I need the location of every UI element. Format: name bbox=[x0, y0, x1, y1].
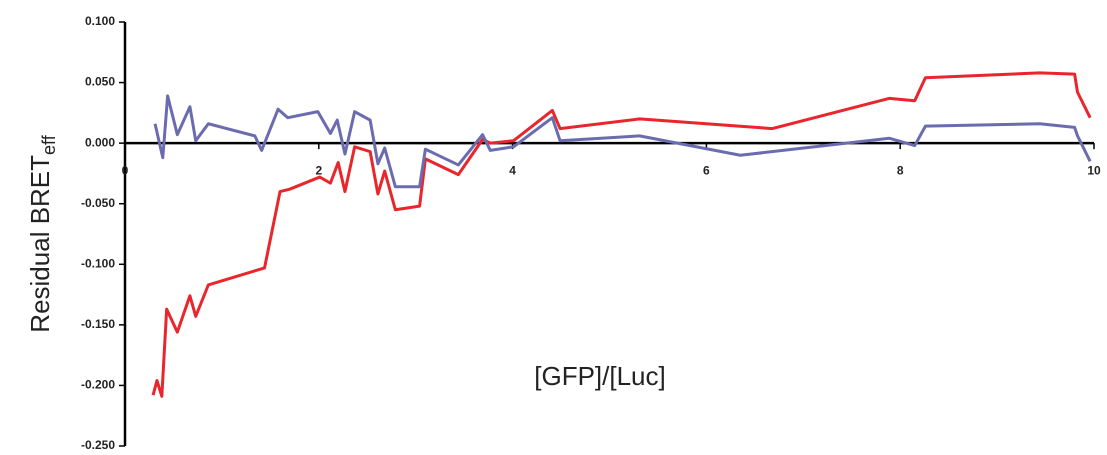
data-line bbox=[151, 71, 1092, 398]
y-tick-label: 0.050 bbox=[85, 75, 115, 89]
y-tick-label: -0.150 bbox=[81, 317, 115, 331]
y-tick-label: 0.100 bbox=[85, 14, 115, 28]
y-tick-label: -0.050 bbox=[81, 196, 115, 210]
y-tick-label: 0.000 bbox=[85, 135, 115, 149]
x-tick-label: 10 bbox=[1087, 163, 1101, 177]
data-line bbox=[153, 94, 1092, 189]
y-axis-label-main: Residual BRET bbox=[25, 155, 55, 333]
y-tick-label: -0.100 bbox=[81, 256, 115, 270]
x-axis-label: [GFP]/[Luc] bbox=[534, 361, 666, 391]
x-tick-label: 4 bbox=[509, 163, 516, 177]
x-tick-label: 0 bbox=[122, 163, 129, 177]
x-tick-label: 8 bbox=[897, 163, 904, 177]
x-tick-label: 6 bbox=[703, 163, 710, 177]
y-axis-label-sub: eff bbox=[39, 134, 59, 155]
x-tick-label: 2 bbox=[315, 163, 322, 177]
y-tick-label: -0.250 bbox=[81, 438, 115, 452]
y-axis-label: Residual BRETeff bbox=[25, 134, 59, 332]
y-tick-label: -0.200 bbox=[81, 378, 115, 392]
